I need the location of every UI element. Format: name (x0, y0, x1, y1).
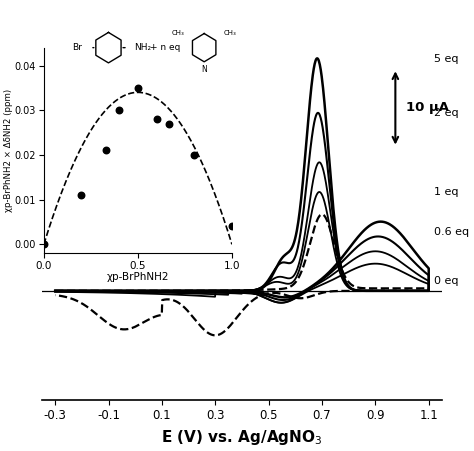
Text: 5 eq: 5 eq (434, 54, 458, 64)
Text: 0.6 eq: 0.6 eq (434, 226, 469, 236)
Text: 0 eq: 0 eq (434, 276, 458, 286)
Text: 2 eq: 2 eq (434, 108, 459, 118)
Text: 10 μA: 10 μA (406, 101, 449, 115)
X-axis label: E (V) vs. Ag/AgNO$_3$: E (V) vs. Ag/AgNO$_3$ (161, 428, 323, 447)
Text: 1 eq: 1 eq (434, 187, 458, 197)
